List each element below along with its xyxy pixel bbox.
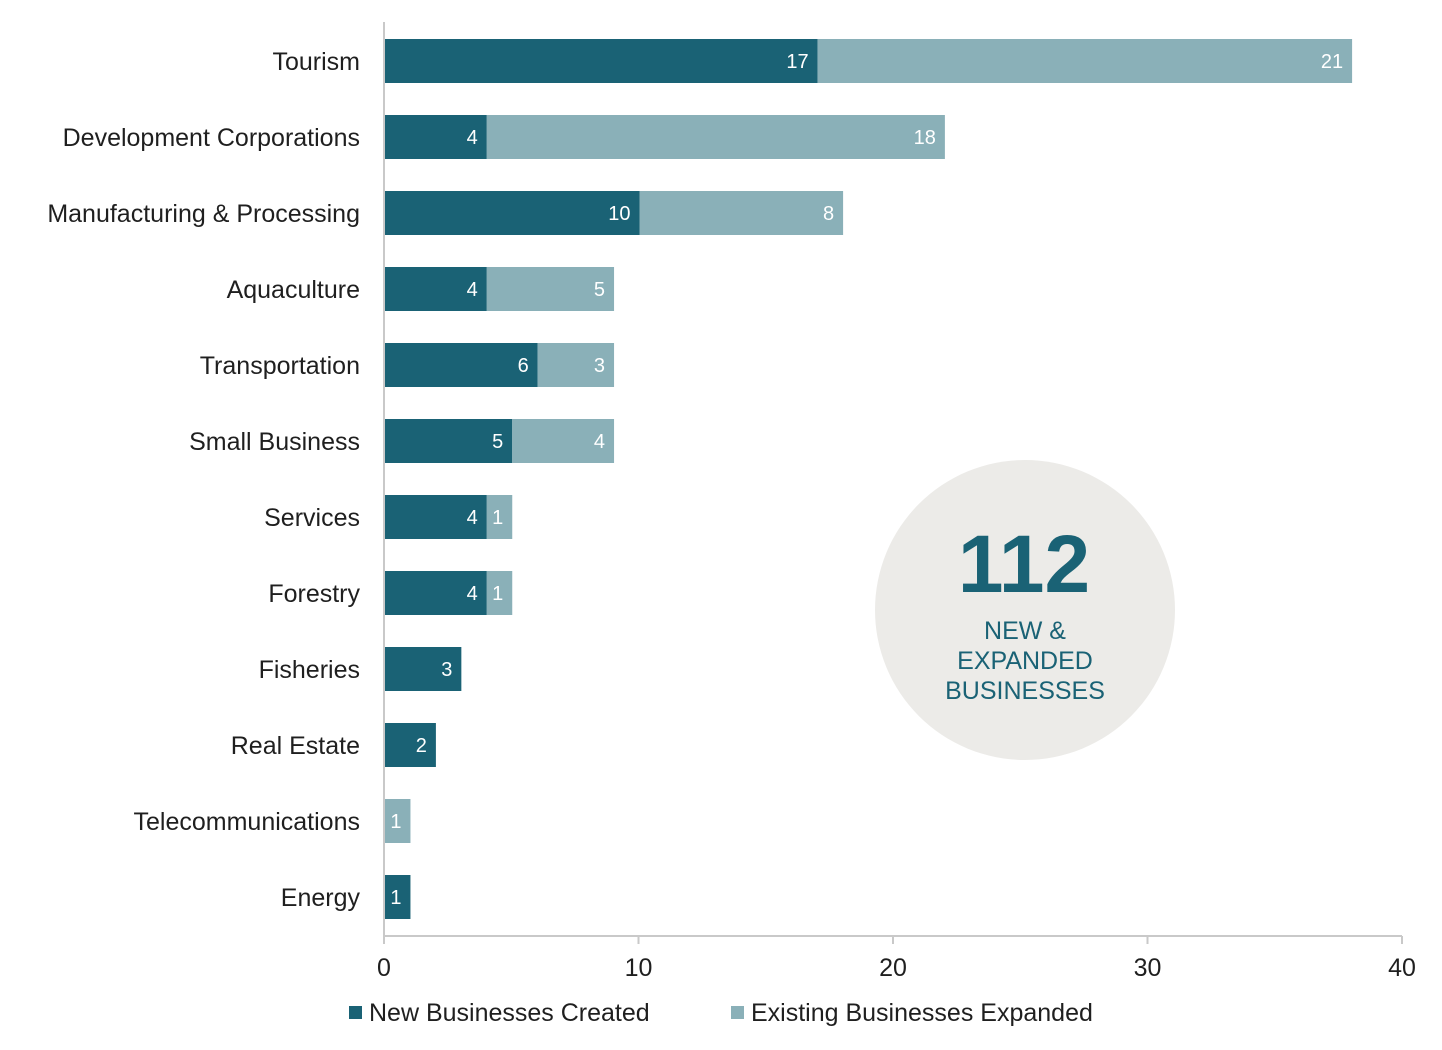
legend-swatch-existing	[731, 1006, 744, 1019]
data-label-new-real-estate: 2	[416, 735, 427, 757]
category-label-transportation: Transportation	[200, 352, 360, 380]
category-label-energy: Energy	[281, 884, 361, 912]
x-tick-label: 40	[1388, 954, 1416, 982]
legend-label-new: New Businesses Created	[369, 999, 650, 1027]
category-label-fisheries: Fisheries	[259, 656, 360, 684]
badge-line-3: BUSINESSES	[945, 677, 1105, 705]
legend: New Businesses Created Existing Businesse…	[349, 999, 1093, 1027]
category-labels: Tourism Development Corporations Manufactu…	[47, 48, 360, 912]
data-label-new-forestry: 4	[467, 583, 478, 605]
data-label-new-energy: 1	[390, 887, 401, 909]
bar-new-aquaculture	[385, 267, 487, 311]
data-label-new-development-corporations: 4	[467, 127, 478, 149]
data-label-new-manufacturing-processing: 10	[608, 203, 630, 225]
badge-line-2: EXPANDED	[957, 647, 1093, 675]
bar-existing-development-corporations	[486, 115, 945, 159]
x-tick-label: 10	[625, 954, 653, 982]
bar-new-fisheries	[385, 647, 462, 691]
data-label-existing-forestry: 1	[492, 583, 503, 605]
data-label-new-transportation: 6	[518, 355, 529, 377]
total-badge: 112 NEW & EXPANDED BUSINESSES	[875, 460, 1175, 760]
bar-existing-telecommunications	[385, 799, 411, 843]
bar-existing-services	[486, 495, 513, 539]
bar-new-energy	[385, 875, 411, 919]
bar-new-forestry	[385, 571, 487, 615]
bar-new-services	[385, 495, 487, 539]
data-label-new-fisheries: 3	[441, 659, 452, 681]
badge-line-1: NEW &	[984, 617, 1066, 645]
bar-new-development-corporations	[385, 115, 487, 159]
bar-existing-aquaculture	[486, 267, 615, 311]
data-label-existing-aquaculture: 5	[594, 279, 605, 301]
category-label-forestry: Forestry	[268, 580, 360, 608]
category-label-manufacturing-processing: Manufacturing & Processing	[47, 200, 360, 228]
data-label-new-small-business: 5	[492, 431, 503, 453]
bar-new-transportation	[385, 343, 538, 387]
legend-swatch-new	[349, 1006, 362, 1019]
category-label-development-corporations: Development Corporations	[63, 124, 360, 152]
category-label-services: Services	[264, 504, 360, 532]
category-label-telecommunications: Telecommunications	[134, 808, 361, 836]
bar-existing-forestry	[486, 571, 513, 615]
data-label-existing-telecommunications: 1	[390, 811, 401, 833]
category-label-real-estate: Real Estate	[231, 732, 360, 760]
x-tick-label: 30	[1134, 954, 1162, 982]
bar-existing-tourism	[817, 39, 1353, 83]
badge-number: 112	[958, 519, 1090, 610]
category-label-aquaculture: Aquaculture	[227, 276, 360, 304]
data-label-new-tourism: 17	[786, 51, 808, 73]
data-label-new-aquaculture: 4	[467, 279, 478, 301]
badge-circle	[875, 460, 1175, 760]
data-label-existing-services: 1	[492, 507, 503, 529]
bar-existing-transportation	[537, 343, 615, 387]
bar-new-real-estate	[385, 723, 436, 767]
legend-label-existing: Existing Businesses Expanded	[751, 999, 1093, 1027]
data-label-existing-development-corporations: 18	[914, 127, 936, 149]
x-tick-label: 20	[879, 954, 907, 982]
bar-new-manufacturing-processing	[385, 191, 640, 235]
data-label-existing-transportation: 3	[594, 355, 605, 377]
bar-existing-small-business	[512, 419, 615, 463]
x-axis: 0 10 20 30 40	[377, 22, 1416, 982]
bar-new-tourism	[385, 39, 818, 83]
category-label-small-business: Small Business	[189, 428, 360, 456]
data-label-new-services: 4	[467, 507, 478, 529]
data-label-existing-tourism: 21	[1321, 51, 1343, 73]
bar-existing-manufacturing-processing	[639, 191, 844, 235]
bar-new-small-business	[385, 419, 513, 463]
category-label-tourism: Tourism	[272, 48, 360, 76]
data-label-existing-manufacturing-processing: 8	[823, 203, 834, 225]
x-tick-label: 0	[377, 954, 391, 982]
data-label-existing-small-business: 4	[594, 431, 605, 453]
